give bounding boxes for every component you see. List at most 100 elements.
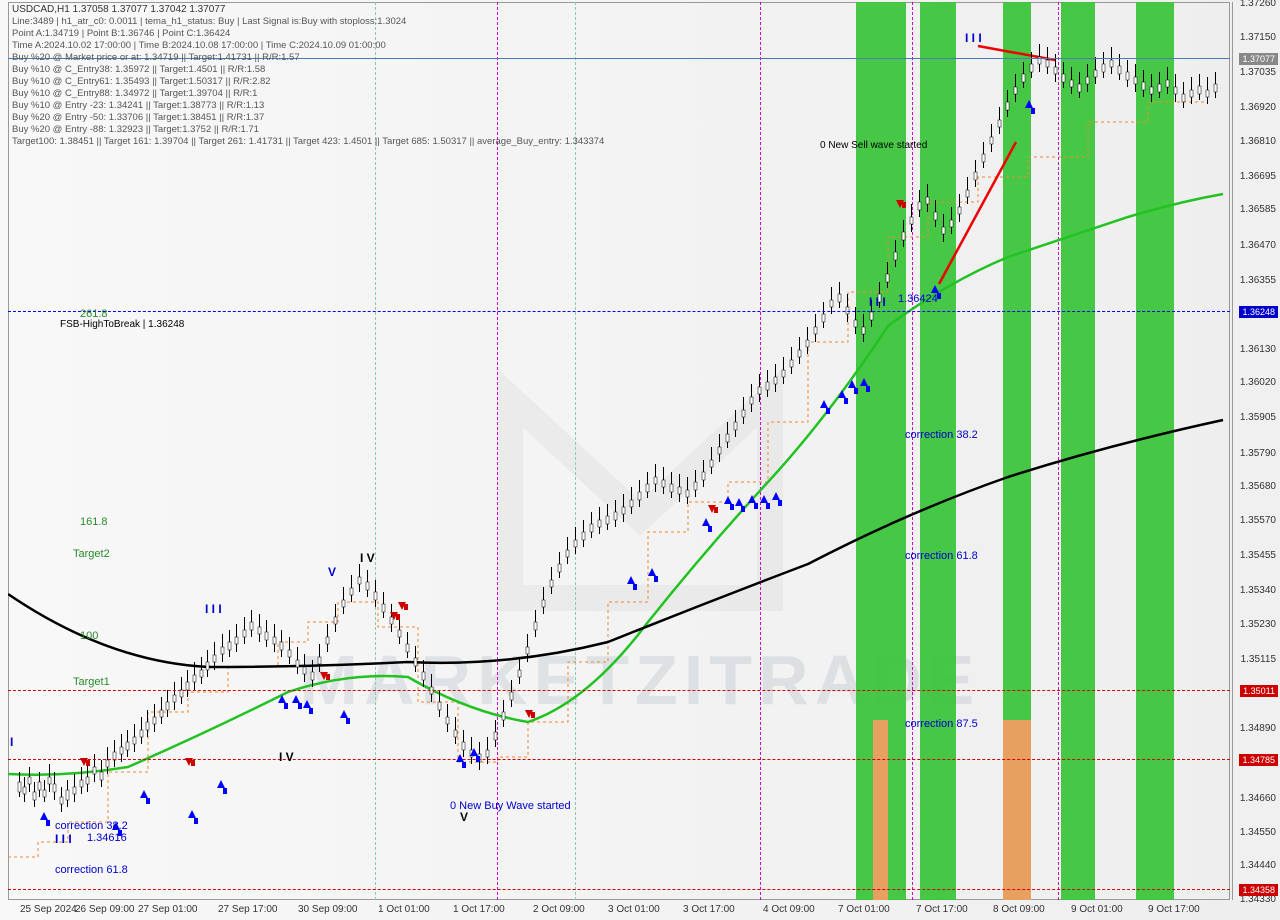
vertical-line bbox=[760, 2, 761, 900]
arrow-up-icon bbox=[702, 518, 710, 526]
price-tag: 1.34785 bbox=[1239, 754, 1278, 766]
fib-label: 161.8 bbox=[80, 516, 108, 528]
info-line: Point A:1.34719 | Point B:1.36746 | Poin… bbox=[12, 28, 230, 39]
info-line: Line:3489 | h1_atr_c0: 0.0011 | tema_h1_… bbox=[12, 16, 406, 27]
wave-label: I V bbox=[360, 551, 375, 565]
arrow-up-icon bbox=[340, 710, 348, 718]
y-axis-label: 1.36585 bbox=[1240, 204, 1276, 215]
arrow-up-icon bbox=[470, 748, 478, 756]
chart-annotation: FSB-HighToBreak | 1.36248 bbox=[60, 319, 184, 330]
info-line: Buy %10 @ Entry -23: 1.34241 || Target:1… bbox=[12, 100, 264, 111]
y-axis-label: 1.35230 bbox=[1240, 619, 1276, 630]
arrow-down-icon bbox=[708, 505, 716, 513]
wave-label: I V bbox=[279, 750, 294, 764]
wave-label: V bbox=[460, 810, 468, 824]
chart-title: USDCAD,H1 1.37058 1.37077 1.37042 1.3707… bbox=[12, 4, 226, 15]
y-axis-label: 1.35905 bbox=[1240, 412, 1276, 423]
y-axis-label: 1.36695 bbox=[1240, 171, 1276, 182]
arrow-up-icon bbox=[627, 576, 635, 584]
x-axis-label: 3 Oct 01:00 bbox=[608, 904, 660, 915]
signal-band-orange bbox=[1003, 720, 1031, 900]
fib-label: 100 bbox=[80, 630, 98, 642]
chart-annotation: 0 New Sell wave started bbox=[820, 140, 927, 151]
signal-band-orange bbox=[873, 720, 888, 900]
arrow-down-icon bbox=[320, 672, 328, 680]
y-axis-label: 1.36920 bbox=[1240, 102, 1276, 113]
wave-label: I I I bbox=[55, 832, 72, 846]
arrow-down-icon bbox=[80, 758, 88, 766]
vertical-line bbox=[912, 2, 913, 900]
wave-label: V bbox=[328, 565, 336, 579]
arrow-up-icon bbox=[292, 695, 300, 703]
horizontal-line bbox=[8, 311, 1230, 312]
y-axis-label: 1.34550 bbox=[1240, 827, 1276, 838]
x-axis-label: 1 Oct 01:00 bbox=[378, 904, 430, 915]
x-axis-label: 9 Oct 17:00 bbox=[1148, 904, 1200, 915]
arrow-up-icon bbox=[648, 568, 656, 576]
x-axis-label: 3 Oct 17:00 bbox=[683, 904, 735, 915]
y-axis: 1.37260 1.37150 1.37035 1.36920 1.36810 1.366… bbox=[1232, 2, 1280, 900]
info-line: Target100: 1.38451 || Target 161: 1.3970… bbox=[12, 136, 604, 147]
fib-label: Target2 bbox=[73, 548, 110, 560]
price-tag: 1.37077 bbox=[1239, 53, 1278, 65]
info-line: Buy %20 @ Entry -88: 1.32923 || Target:1… bbox=[12, 124, 259, 135]
arrow-up-icon bbox=[1025, 100, 1033, 108]
x-axis-label: 30 Sep 09:00 bbox=[298, 904, 358, 915]
chart-annotation: 1.36424 bbox=[898, 293, 938, 305]
info-line: Buy %10 @ C_Entry88: 1.34972 || Target:1… bbox=[12, 88, 257, 99]
price-tag: 1.36248 bbox=[1239, 306, 1278, 318]
arrow-up-icon bbox=[217, 780, 225, 788]
y-axis-label: 1.35680 bbox=[1240, 481, 1276, 492]
arrow-up-icon bbox=[303, 700, 311, 708]
y-axis-label: 1.37150 bbox=[1240, 32, 1276, 43]
arrow-up-icon bbox=[40, 812, 48, 820]
arrow-up-icon bbox=[188, 810, 196, 818]
wave-label: I bbox=[10, 735, 13, 749]
x-axis-label: 4 Oct 09:00 bbox=[763, 904, 815, 915]
info-line: Buy %10 @ C_Entry61: 1.35493 || Target:1… bbox=[12, 76, 271, 87]
chart-annotation: correction 38.2 bbox=[905, 429, 978, 441]
fib-label: Target1 bbox=[73, 676, 110, 688]
arrow-up-icon bbox=[838, 390, 846, 398]
x-axis-label: 27 Sep 17:00 bbox=[218, 904, 278, 915]
arrow-up-icon bbox=[820, 400, 828, 408]
chart-annotation: correction 61.8 bbox=[55, 864, 128, 876]
info-line: Buy %20 @ Entry -50: 1.33706 || Target:1… bbox=[12, 112, 264, 123]
chart-container[interactable]: MARKETZITRADE USDCAD,H1 1.37058 1.37077 … bbox=[0, 0, 1280, 920]
arrow-down-icon bbox=[185, 758, 193, 766]
chart-annotation: correction 61.8 bbox=[905, 550, 978, 562]
y-axis-label: 1.37035 bbox=[1240, 67, 1276, 78]
info-line: Time A:2024.10.02 17:00:00 | Time B:2024… bbox=[12, 40, 386, 51]
y-axis-label: 1.36810 bbox=[1240, 136, 1276, 147]
arrow-up-icon bbox=[140, 790, 148, 798]
x-axis-label: 7 Oct 01:00 bbox=[838, 904, 890, 915]
x-axis-label: 9 Oct 01:00 bbox=[1071, 904, 1123, 915]
arrow-up-icon bbox=[931, 285, 939, 293]
arrow-up-icon bbox=[456, 754, 464, 762]
y-axis-label: 1.34660 bbox=[1240, 793, 1276, 804]
chart-annotation: correction 87.5 bbox=[905, 718, 978, 730]
arrow-up-icon bbox=[760, 495, 768, 503]
arrow-down-icon bbox=[896, 200, 904, 208]
signal-band bbox=[1136, 2, 1174, 900]
chart-annotation: correction 38.2 bbox=[55, 820, 128, 832]
price-tag: 1.34358 bbox=[1239, 884, 1278, 896]
y-axis-label: 1.35455 bbox=[1240, 550, 1276, 561]
wave-label: I I I bbox=[205, 602, 222, 616]
y-axis-label: 1.37260 bbox=[1240, 0, 1276, 9]
x-axis-label: 1 Oct 17:00 bbox=[453, 904, 505, 915]
arrow-up-icon bbox=[278, 695, 286, 703]
signal-band bbox=[1061, 2, 1095, 900]
x-axis-label: 25 Sep 2024 bbox=[20, 904, 77, 915]
y-axis-label: 1.36470 bbox=[1240, 240, 1276, 251]
x-axis-label: 2 Oct 09:00 bbox=[533, 904, 585, 915]
y-axis-label: 1.35340 bbox=[1240, 585, 1276, 596]
arrow-down-icon bbox=[398, 602, 406, 610]
arrow-down-icon bbox=[390, 612, 398, 620]
chart-annotation: 1.34616 bbox=[87, 832, 127, 844]
y-axis-label: 1.36020 bbox=[1240, 377, 1276, 388]
y-axis-label: 1.36130 bbox=[1240, 344, 1276, 355]
arrow-down-icon bbox=[525, 710, 533, 718]
arrow-up-icon bbox=[748, 495, 756, 503]
y-axis-label: 1.35570 bbox=[1240, 515, 1276, 526]
